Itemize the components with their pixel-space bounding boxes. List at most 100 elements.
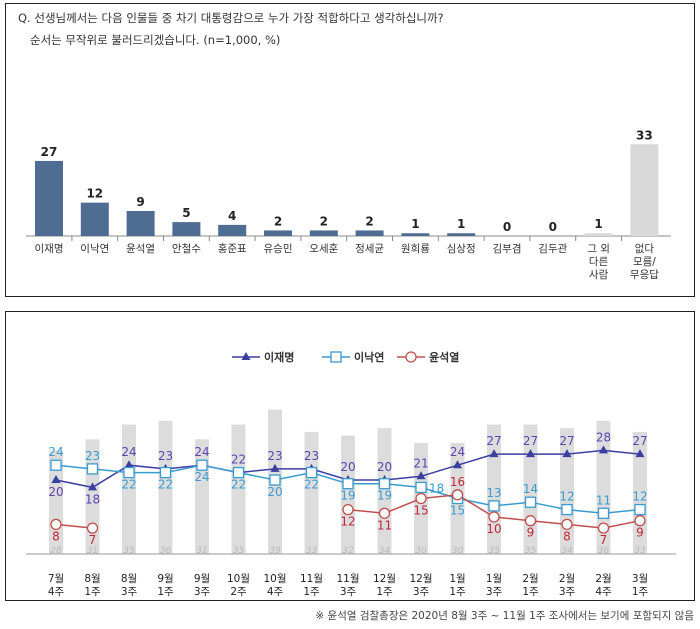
line-chart: 이재명 이낙연 윤석열287월4주318월1주358월3주369월1주319월3주3… [26,350,676,598]
category-label: 9월 [194,573,210,585]
data-label: 11 [596,493,611,507]
bar-label: 35 [488,546,500,556]
category-label: 12월 [409,573,432,585]
data-point [599,445,608,454]
category-label: 3주 [121,586,138,598]
data-label: 24 [121,445,136,459]
category-label: 사람 [589,268,609,281]
data-label: 23 [304,449,319,463]
data-point [489,449,499,458]
category-label: 8월 [84,573,100,585]
data-label: 5 [182,206,190,220]
chart-subtitle: 순서는 무작위로 불러드리겠습니다. (n=1,000, %) [30,33,281,47]
data-label: 33 [636,128,653,142]
data-label: 0 [503,220,511,234]
category-label: 7월 [48,573,64,585]
data-label: 23 [85,449,100,463]
category-label: 3주 [194,586,211,598]
data-point [597,522,610,534]
category-label: 3주 [340,586,357,598]
bar [630,144,659,236]
data-point [561,503,573,516]
category-label: 원희룡 [401,243,430,255]
data-label: 8 [52,529,60,543]
legend-label: 이낙연 [354,350,384,364]
bar [355,230,384,236]
data-point [86,522,99,534]
bar-label: 28 [50,546,62,556]
data-label: 15 [413,504,428,518]
bar [80,202,109,236]
data-label: 27 [486,434,501,448]
data-label: 27 [523,434,538,448]
legend-label: 윤석열 [429,350,459,364]
data-point [635,449,645,458]
data-label: 11 [377,518,392,532]
data-label: 23 [158,449,173,463]
bar-label: 34 [561,546,573,556]
data-label: 1 [411,217,419,231]
category-label: 오세훈 [309,242,338,255]
data-point [50,518,62,531]
data-point [159,466,172,479]
data-label: 9 [636,526,644,540]
data-label: 22 [231,453,246,467]
data-label: 24 [48,445,63,459]
data-label: 20 [267,485,282,499]
bar [126,210,155,236]
data-point [451,489,464,501]
bar-label: 36 [160,546,172,556]
data-label: 22 [304,478,319,492]
data-point [488,511,500,523]
data-point [378,507,391,519]
bar [35,160,63,236]
category-label: 3월 [632,573,648,585]
bar-label: 34 [379,546,391,556]
data-label: 24 [450,445,465,459]
data-label: 7 [89,533,97,547]
data-label: 0 [549,220,557,234]
data-point [232,466,245,479]
data-point [453,460,462,469]
data-label: 12 [632,490,647,504]
bar [584,233,613,236]
bar [341,435,355,554]
data-point [597,507,610,519]
data-point [634,515,646,527]
data-point [634,503,646,516]
data-label: 2 [365,214,373,228]
category-label: 1주 [449,586,466,598]
bar-label: 30 [415,546,427,556]
data-point [562,449,572,458]
data-label: 14 [523,482,538,496]
category-label: 1월 [449,573,465,585]
bar-label: 36 [598,546,610,556]
data-point [305,466,318,479]
data-label: 28 [596,430,611,444]
bar [158,420,173,554]
category-label: 홍준표 [218,242,247,255]
data-label: 7 [600,533,608,547]
chart-title: Q. 선생님께서는 다음 인물들 중 차기 대통령감으로 누가 가장 적합하다고… [18,11,444,25]
bar [231,424,246,554]
legend-marker [241,352,251,360]
data-point [124,460,134,469]
data-label: 21 [413,456,428,470]
category-label: 2주 [230,586,247,598]
bar [309,230,338,236]
bar-label: 35 [525,546,537,556]
data-label: 27 [559,434,574,448]
bar-label: 39 [269,546,281,556]
bar [377,428,392,554]
data-point [378,478,391,490]
data-label: 12 [340,515,355,529]
data-point [415,492,427,505]
data-point [524,515,537,527]
category-label: 1주 [303,586,320,598]
bar [218,224,247,236]
data-label: 16 [450,475,465,489]
data-label: 18 [429,481,444,495]
category-label: 1주 [157,586,174,598]
bar-label: 35 [233,546,245,556]
category-label: 11월 [336,573,359,585]
